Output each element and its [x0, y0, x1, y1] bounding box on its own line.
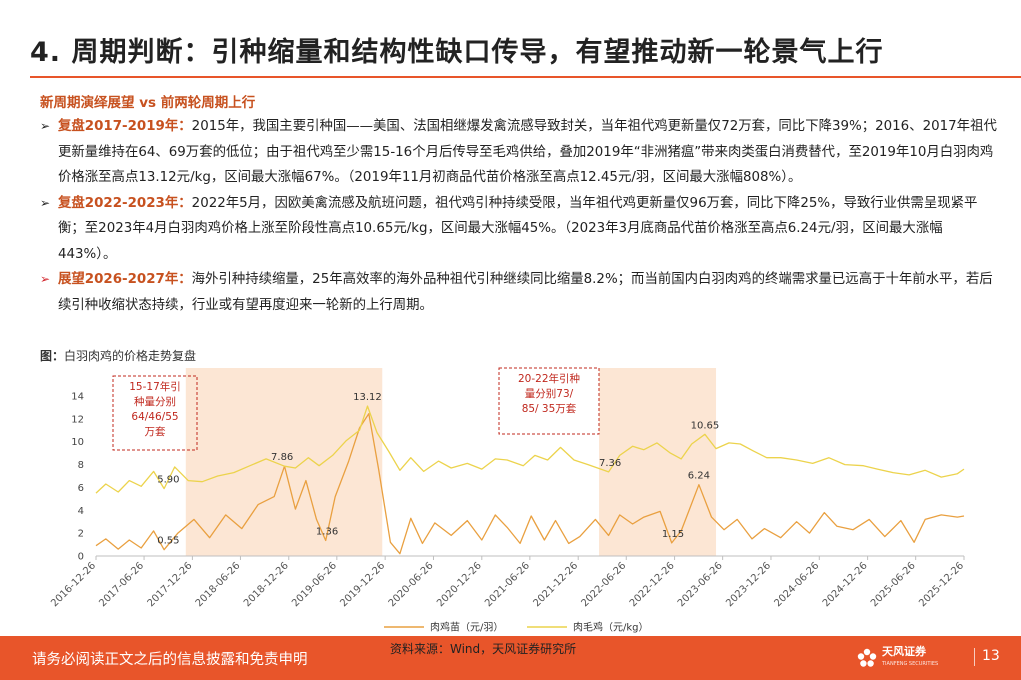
logo-wordmark: 天风证券 TIANFENG SECURITIES [882, 646, 938, 670]
value-label: 0.55 [157, 536, 179, 547]
arrow-bullet-icon: ➢ [40, 119, 51, 133]
bullet-list: ➢ 复盘2017-2019年：2015年，我国主要引种国——美国、法国相继爆发禽… [40, 114, 1000, 318]
x-tick-label: 2021-06-26 [483, 560, 532, 609]
bullet-text: 2015年，我国主要引种国——美国、法国相继爆发禽流感导致封关，当年祖代鸡更新量… [58, 119, 997, 185]
annotation-box [112, 375, 198, 451]
value-label: 13.12 [353, 392, 382, 403]
value-label: 7.36 [599, 458, 621, 469]
bullet-item: ➢ 复盘2022-2023年：2022年5月，因欧美禽流感及航班问题，祖代鸡引种… [40, 191, 1000, 268]
annotation-text: 20-22年引种 [518, 372, 580, 385]
source-note: 资料来源：Wind，天风证券研究所 [390, 642, 577, 656]
y-tick-label: 2 [78, 529, 84, 540]
bullet-item: ➢ 展望2026-2027年：海外引种持续缩量，25年高效率的海外品种祖代引种继… [40, 267, 1000, 318]
x-tick-label: 2018-12-26 [242, 560, 291, 609]
arrow-bullet-icon: ➢ [40, 272, 51, 286]
figure-caption: 图：白羽肉鸡的价格走势复盘 [40, 347, 196, 364]
page-title: 4. 周期判断：引种缩量和结构性缺口传导，有望推动新一轮景气上行 [30, 37, 884, 68]
figure-caption-prefix: 图： [40, 349, 65, 363]
flower-logo-icon [856, 647, 878, 669]
legend-label: 肉毛鸡（元/kg） [573, 621, 649, 634]
y-tick-label: 6 [78, 483, 84, 494]
value-label: 10.65 [691, 420, 720, 431]
y-tick-label: 0 [78, 552, 84, 563]
x-tick-label: 2019-12-26 [338, 560, 387, 609]
shaded-period [599, 368, 717, 556]
value-label: 6.24 [688, 471, 710, 482]
x-tick-label: 2017-12-26 [146, 560, 195, 609]
section-subtitle: 新周期演绎展望 vs 前两轮周期上行 [40, 95, 256, 111]
annotation-text: 64/46/55 [131, 411, 178, 423]
value-label: 1.15 [662, 529, 684, 540]
value-label: 7.86 [271, 452, 293, 463]
legend-label: 肉鸡苗（元/羽） [430, 621, 503, 634]
annotation-text: 量分别73/ [525, 388, 574, 400]
x-tick-label: 2017-06-26 [97, 560, 146, 609]
bullet-text: 海外引种持续缩量，25年高效率的海外品种祖代引种继续同比缩量8.2%；而当前国内… [58, 272, 993, 313]
price-line-chart: 0 2 4 6 8 10 12 14 2016-12-26 2017-06-26 2017-12-2… [49, 367, 966, 634]
bullet-heading: 展望2026-2027年： [58, 272, 192, 287]
value-label: 5.90 [157, 475, 179, 486]
bullet-item: ➢ 复盘2017-2019年：2015年，我国主要引种国——美国、法国相继爆发禽… [40, 114, 1000, 191]
x-tick-label: 2016-12-26 [49, 560, 98, 609]
x-tick-label: 2024-12-26 [821, 560, 870, 609]
annotation-text: 85/ 35万套 [522, 402, 577, 415]
footer-bar [0, 636, 1021, 680]
footer-disclaimer[interactable]: 请务必阅读正文之后的信息披露和免责申明 [32, 652, 308, 668]
series-line-chick [95, 413, 965, 555]
x-tick-label: 2023-12-26 [724, 560, 773, 609]
x-tick-label: 2025-06-26 [869, 560, 918, 609]
bullet-heading: 复盘2022-2023年： [58, 195, 192, 211]
figure-caption-text: 白羽肉鸡的价格走势复盘 [64, 349, 197, 363]
x-tick-label: 2021-12-26 [531, 560, 580, 609]
brand-logo: 天风证券 TIANFENG SECURITIES [856, 646, 938, 670]
series-line-broiler [95, 405, 965, 494]
page-number: 13 [982, 648, 1000, 664]
y-tick-label: 4 [78, 506, 84, 517]
logo-name: 天风证券 [882, 645, 926, 658]
x-tick-label: 2020-12-26 [435, 560, 484, 609]
x-tick-label: 2023-06-26 [676, 560, 725, 609]
y-tick-label: 14 [71, 392, 84, 403]
annotation-box [498, 367, 600, 435]
x-tick-label: 2024-06-26 [773, 560, 822, 609]
x-tick-label: 2025-12-26 [917, 560, 966, 609]
value-label: 1.36 [316, 526, 338, 537]
y-tick-label: 10 [71, 437, 84, 448]
logo-subtext: TIANFENG SECURITIES [882, 661, 939, 667]
page-number-divider [974, 648, 975, 666]
annotation-text: 万套 [145, 425, 166, 438]
x-tick-label: 2019-06-26 [290, 560, 339, 609]
annotation-text: 15-17年引 [129, 380, 181, 393]
y-tick-label: 8 [78, 460, 84, 471]
x-tick-label: 2018-06-26 [194, 560, 243, 609]
x-tick-label: 2020-06-26 [387, 560, 436, 609]
bullet-heading: 复盘2017-2019年： [58, 119, 192, 134]
x-tick-label: 2022-06-26 [579, 560, 628, 609]
x-tick-label: 2022-12-26 [628, 560, 677, 609]
title-divider [30, 76, 1021, 78]
y-tick-label: 12 [71, 414, 84, 425]
arrow-bullet-icon: ➢ [40, 195, 51, 210]
bullet-text: 2022年5月，因欧美禽流感及航班问题，祖代鸡引种持续受限，当年祖代鸡更新量仅9… [58, 195, 978, 262]
annotation-text: 种量分别 [134, 395, 176, 408]
